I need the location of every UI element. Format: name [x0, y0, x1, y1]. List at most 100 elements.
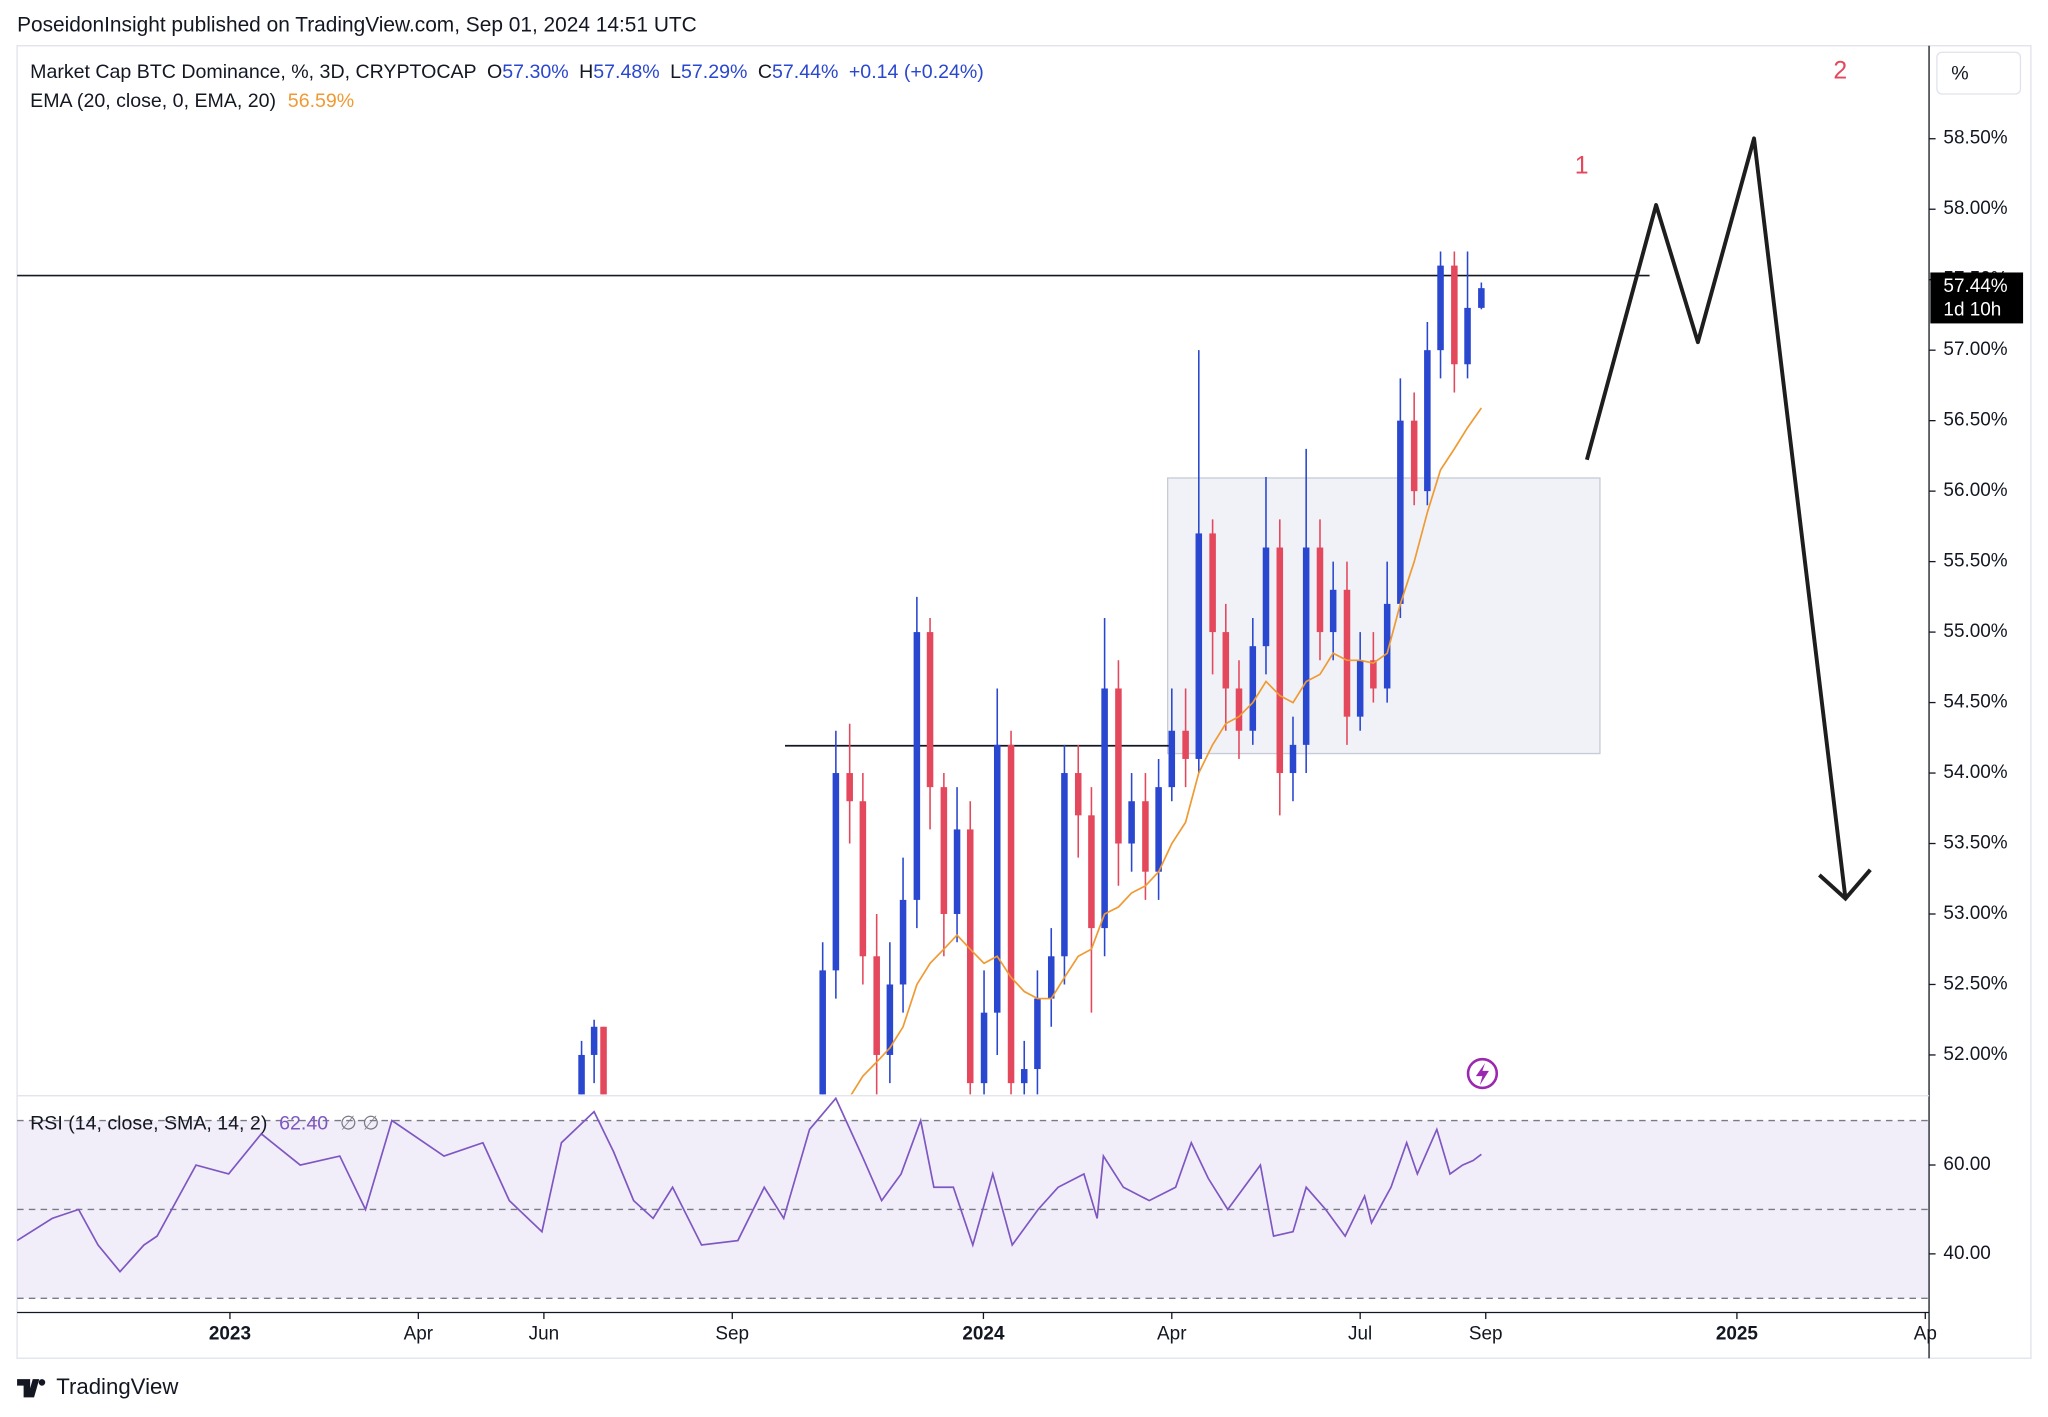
candle-body [873, 956, 880, 1055]
scale-button-label: % [1951, 63, 1968, 85]
candle-body [993, 744, 1001, 1013]
y-tick-label: 53.50% [1943, 833, 2007, 854]
range-box [1167, 477, 1601, 755]
x-tick-label: Apr [404, 1324, 433, 1345]
y-tick-label: 57.00% [1943, 339, 2007, 360]
candle-body [1262, 547, 1270, 647]
y-tick-label: 52.50% [1943, 973, 2007, 994]
candle-body [1410, 420, 1418, 492]
candle-body [1222, 632, 1230, 689]
scale-button[interactable] [1936, 51, 2022, 95]
x-tick-label: Sep [1469, 1324, 1503, 1345]
rsi-value: 62.40 [279, 1113, 328, 1135]
y-tick-label: 56.00% [1943, 480, 2007, 501]
ohlc-key: L [670, 61, 681, 83]
y-tick-label: 54.00% [1943, 762, 2007, 783]
rsi-extra: ∅ ∅ [340, 1113, 380, 1135]
candle-body [1383, 603, 1391, 689]
candle-body [1249, 646, 1257, 731]
footer-logo: TradingView [17, 1374, 179, 1399]
candle-body [913, 632, 921, 900]
ohlc-value: 57.29% [681, 61, 747, 83]
candle-body [966, 829, 974, 1084]
candle-body [1302, 547, 1310, 745]
rsi-line [17, 1097, 1482, 1273]
x-tick-label: Apr [1157, 1324, 1186, 1345]
x-tick-label: 2023 [209, 1324, 251, 1345]
candle-body [1316, 547, 1324, 633]
change: +0.14 (+0.24%) [849, 61, 984, 83]
y-tick-label: 58.50% [1943, 128, 2007, 149]
y-tick-label: 55.00% [1943, 621, 2007, 642]
rsi-pane [17, 1097, 1930, 1299]
x-tick-label: Jun [529, 1324, 560, 1345]
candle-body [980, 1012, 988, 1084]
ema-name: EMA (20, close, 0, EMA, 20) [30, 90, 276, 112]
y-tick-label: 56.50% [1943, 410, 2007, 431]
legend-row: RSI (14, close, SMA, 14, 2) 62.40 ∅ ∅ [30, 1113, 379, 1135]
x-tick-label: 2025 [1716, 1324, 1758, 1345]
y-tick-label: 40.00 [1943, 1243, 1990, 1264]
candle-body [1424, 350, 1431, 492]
y-tick-label: 58.00% [1943, 198, 2007, 219]
candle-body [859, 801, 867, 957]
wave-label: 2 [1833, 57, 1847, 84]
projection-arrowhead [1818, 868, 1872, 902]
header: PoseidonInsight published on TradingView… [17, 14, 697, 37]
candle-body [600, 1026, 607, 1095]
candle-body [1034, 998, 1041, 1070]
candle-body [1370, 660, 1377, 689]
event-icon-bolt [1475, 1063, 1489, 1086]
candle-body [846, 773, 853, 802]
y-tick-label: 53.00% [1943, 903, 2007, 924]
candle-body [1397, 420, 1404, 604]
candle-body [1128, 801, 1135, 844]
candle-body [1047, 956, 1055, 999]
ohlc-value: 57.48% [593, 61, 659, 83]
ema-line [850, 407, 1483, 1095]
candle-body [590, 1026, 598, 1055]
price-pane [17, 136, 1872, 1095]
candle-body [1329, 589, 1337, 633]
legend-row: Market Cap BTC Dominance, %, 3D, CRYPTOC… [30, 61, 984, 83]
candle-body [886, 984, 894, 1055]
ohlc-key: O [487, 61, 502, 83]
candle-body [940, 787, 948, 914]
legend: Market Cap BTC Dominance, %, 3D, CRYPTOC… [30, 61, 984, 1134]
candle-body [1235, 688, 1243, 731]
candle-body [1101, 688, 1108, 929]
wave-label: 1 [1575, 153, 1589, 180]
candle-body [1478, 288, 1485, 308]
candle-body [926, 632, 934, 788]
ohlc-key: H [579, 61, 593, 83]
y-tick-label: 60.00 [1943, 1154, 1990, 1175]
candle-body [1451, 265, 1458, 365]
footer: TradingView [56, 1374, 179, 1399]
candle-body [1020, 1069, 1028, 1084]
projection-path [1584, 136, 1848, 899]
ohlc-value: 57.30% [502, 61, 568, 83]
candle-body [819, 970, 826, 1095]
candle-body [1195, 533, 1203, 759]
event-icon[interactable] [1466, 1057, 1499, 1090]
candle-body [1007, 744, 1015, 1084]
price-label: 57.44% [1943, 276, 2007, 297]
candle-body [1182, 730, 1189, 759]
candle-body [1437, 265, 1444, 351]
x-tick-label: 2024 [962, 1324, 1005, 1345]
y-tick-label: 55.50% [1943, 551, 2007, 572]
x-tick-label: Sep [715, 1324, 749, 1345]
candle-body [1343, 589, 1351, 717]
candle-body [1209, 533, 1216, 633]
candle-body [1115, 688, 1122, 844]
ohlc-key: C [758, 61, 772, 83]
candle-body [1464, 307, 1471, 365]
rsi-name: RSI (14, close, SMA, 14, 2) [30, 1113, 267, 1135]
countdown: 1d 10h [1943, 299, 2001, 320]
price-label-box [1930, 272, 2024, 324]
candle-body [1061, 773, 1068, 957]
ema-value: 56.59% [288, 90, 354, 112]
candle-body [1276, 547, 1284, 774]
candle-body [899, 899, 907, 985]
